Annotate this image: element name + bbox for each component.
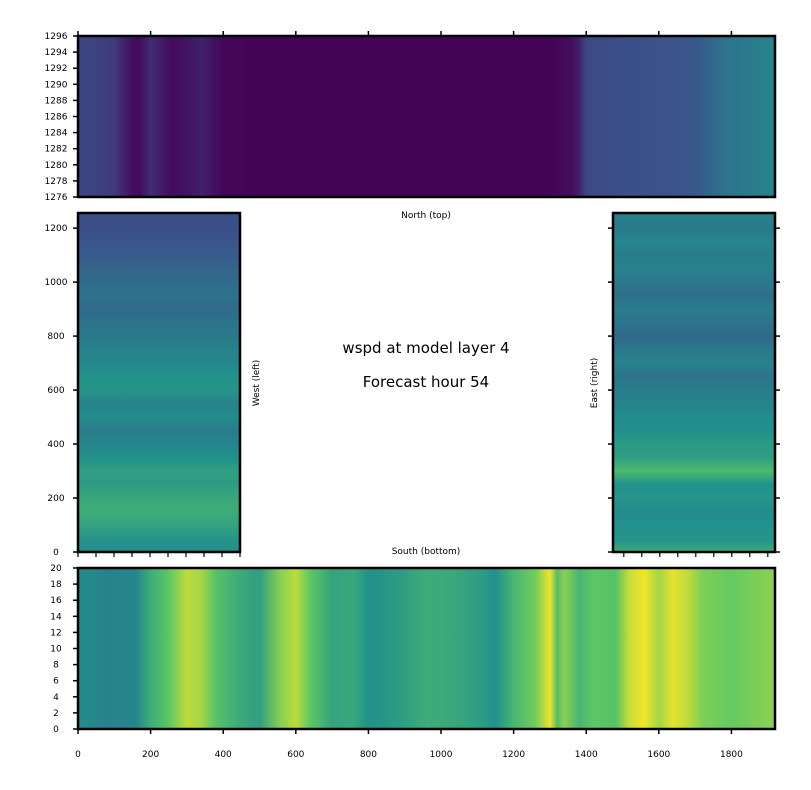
chart-subtitle: Forecast hour 54 — [363, 373, 489, 391]
north-heatmap — [78, 36, 775, 197]
y-tick-label: 1288 — [45, 96, 68, 106]
y-tick-label: 1000 — [45, 278, 68, 288]
east-panel — [608, 211, 780, 557]
west-heatmap — [78, 213, 240, 552]
y-tick-label: 6 — [53, 677, 59, 687]
west-y-ticks: 0 200 400 600 800 1000 1200 — [45, 224, 241, 558]
y-tick-label: 2 — [53, 709, 59, 719]
east-heatmap — [613, 213, 775, 552]
x-tick-label: 200 — [142, 750, 159, 760]
y-tick-label: 10 — [50, 645, 62, 655]
west-panel: 0 200 400 600 800 1000 1200 — [45, 211, 242, 558]
y-tick-label: 600 — [47, 386, 64, 396]
south-panel: 0 2 4 6 8 10 12 14 16 18 20 0 200 400 600 800 1000 1200 1… — [50, 564, 777, 760]
south-heatmap — [78, 568, 775, 729]
north-panel-label: North (top) — [401, 211, 451, 221]
x-tick-label: 1400 — [575, 750, 598, 760]
x-tick-label: 1800 — [720, 750, 743, 760]
y-tick-label: 12 — [50, 628, 61, 638]
y-tick-label: 400 — [47, 440, 64, 450]
y-tick-label: 1282 — [45, 145, 68, 155]
y-tick-label: 1278 — [45, 177, 68, 187]
y-tick-label: 200 — [47, 494, 64, 504]
east-panel-label: East (right) — [590, 358, 600, 408]
y-tick-label: 14 — [50, 612, 62, 622]
y-tick-label: 0 — [53, 725, 59, 735]
y-tick-label: 0 — [53, 548, 59, 558]
y-tick-label: 1292 — [45, 64, 68, 74]
x-tick-label: 400 — [215, 750, 232, 760]
north-y-ticks: 1276 1278 1280 1282 1284 1286 1288 1290 1292 1294… — [45, 31, 733, 203]
north-panel: 1276 1278 1280 1282 1284 1286 1288 1290 1292 1294… — [45, 31, 777, 203]
y-tick-label: 18 — [50, 580, 62, 590]
x-tick-label: 1000 — [430, 750, 453, 760]
y-tick-label: 20 — [50, 564, 62, 574]
y-tick-label: 1200 — [45, 224, 68, 234]
y-tick-label: 16 — [50, 596, 62, 606]
east-panel-frame — [611, 211, 777, 554]
south-y-ticks: 0 2 4 6 8 10 12 14 16 18 20 — [50, 564, 78, 735]
south-x-ticks: 0 200 400 600 800 1000 1200 1400 1600 1800 — [75, 729, 743, 760]
y-tick-label: 8 — [53, 661, 59, 671]
y-tick-label: 800 — [47, 332, 64, 342]
y-tick-label: 4 — [53, 693, 59, 703]
x-tick-label: 1600 — [647, 750, 670, 760]
y-tick-label: 1290 — [45, 80, 68, 90]
x-tick-label: 0 — [75, 750, 81, 760]
y-tick-label: 1286 — [45, 113, 68, 123]
x-tick-label: 1200 — [502, 750, 525, 760]
x-tick-label: 800 — [360, 750, 377, 760]
east-y-ticks — [608, 227, 780, 557]
y-tick-label: 1276 — [45, 193, 68, 203]
y-tick-label: 1280 — [45, 161, 68, 171]
x-tick-label: 600 — [287, 750, 304, 760]
west-panel-frame — [76, 211, 242, 554]
south-panel-label: South (bottom) — [392, 547, 461, 557]
chart-title: wspd at model layer 4 — [342, 339, 509, 357]
west-panel-label: West (left) — [252, 360, 262, 407]
y-tick-label: 1284 — [45, 129, 68, 139]
y-tick-label: 1294 — [45, 48, 68, 58]
y-tick-label: 1296 — [45, 32, 68, 42]
